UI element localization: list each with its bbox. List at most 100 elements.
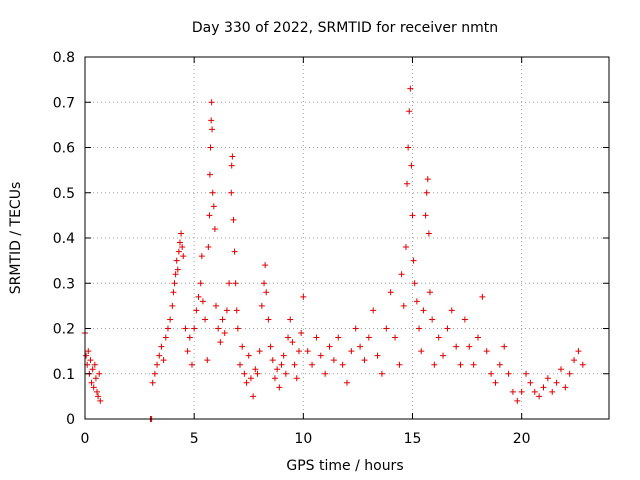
data-point [160, 357, 167, 364]
data-point [191, 325, 198, 332]
y-tick-label: 0.7 [53, 95, 75, 111]
data-point [213, 302, 219, 309]
grid [85, 57, 609, 419]
data-point [448, 307, 455, 314]
data-point [461, 316, 468, 323]
data-point [405, 144, 412, 151]
data-point [398, 271, 405, 278]
data-point [282, 370, 289, 377]
data-point [206, 212, 213, 219]
data-point [402, 244, 409, 251]
data-point [197, 280, 204, 287]
data-point [285, 334, 292, 341]
data-point [424, 176, 431, 183]
data-point [426, 289, 433, 296]
data-point [425, 230, 432, 237]
data-point [229, 153, 236, 160]
data-point [492, 379, 499, 386]
data-point [514, 397, 521, 404]
data-point [562, 384, 569, 391]
data-point [431, 361, 438, 368]
data-point [221, 330, 228, 337]
data-point [94, 388, 101, 395]
data-point [392, 334, 399, 341]
data-point [420, 307, 427, 314]
y-tick-label: 0.3 [53, 276, 75, 292]
data-point [470, 361, 477, 368]
data-point [252, 366, 259, 373]
data-point [466, 343, 473, 350]
data-point [173, 257, 180, 264]
data-point [217, 339, 224, 346]
data-point [496, 361, 503, 368]
data-point [527, 379, 534, 386]
data-point [174, 266, 181, 273]
data-point [378, 370, 385, 377]
data-point [579, 361, 586, 368]
data-point [96, 370, 103, 377]
data-point [205, 244, 212, 251]
data-point [400, 302, 407, 309]
data-point [91, 361, 98, 368]
data-point [223, 307, 230, 314]
data-point [571, 357, 578, 364]
data-point [149, 379, 156, 386]
data-point [509, 388, 516, 395]
data-point [178, 230, 185, 237]
data-point [483, 348, 490, 355]
x-tick-label: 10 [294, 431, 312, 447]
data-point [440, 352, 447, 359]
data-point [87, 357, 94, 364]
data-point [453, 343, 460, 350]
y-tick-label: 0.5 [53, 186, 75, 202]
data-point [228, 189, 235, 196]
data-point [422, 212, 429, 219]
x-tick-label: 15 [404, 431, 422, 447]
data-point [352, 325, 359, 332]
data-point [261, 280, 268, 287]
data-point [208, 117, 215, 124]
data-point [295, 348, 302, 355]
data-point [195, 293, 202, 300]
data-point [198, 253, 205, 260]
data-point [265, 316, 272, 323]
data-point [211, 225, 218, 232]
y-tick-label: 0.4 [53, 231, 75, 247]
data-point [335, 334, 342, 341]
data-point [411, 280, 418, 287]
data-point [210, 203, 217, 210]
data-point [429, 316, 436, 323]
data-point [289, 339, 296, 346]
data-point [383, 325, 390, 332]
data-point [209, 126, 216, 133]
data-point [186, 334, 193, 341]
x-tick-label: 5 [190, 431, 199, 447]
y-tick-label: 0.8 [53, 50, 75, 66]
data-point [479, 293, 486, 300]
data-point [171, 280, 178, 287]
data-point [176, 239, 183, 246]
data-point [247, 375, 254, 382]
data-point [409, 212, 416, 219]
y-tick-label: 0.1 [53, 367, 75, 383]
data-point [300, 293, 307, 300]
y-axis-label: SRMTID / TECUs [8, 182, 24, 295]
data-point [172, 271, 179, 278]
data-point [348, 348, 355, 355]
data-point [566, 370, 573, 377]
axis-ticks: 0 0.1 0.2 0.3 0.4 0.5 0.6 0.7 0.8 0 5 10 15 20 [53, 50, 609, 447]
data-point [475, 334, 481, 341]
data-point [406, 108, 413, 115]
data-point [256, 348, 263, 355]
data-point [322, 370, 329, 377]
data-point [204, 357, 211, 364]
data-point [276, 384, 283, 391]
data-point [234, 325, 241, 332]
data-point [199, 298, 206, 305]
data-point [269, 357, 276, 364]
data-point [523, 370, 530, 377]
data-point [179, 244, 186, 251]
data-point [444, 325, 451, 332]
data-point [188, 361, 195, 368]
